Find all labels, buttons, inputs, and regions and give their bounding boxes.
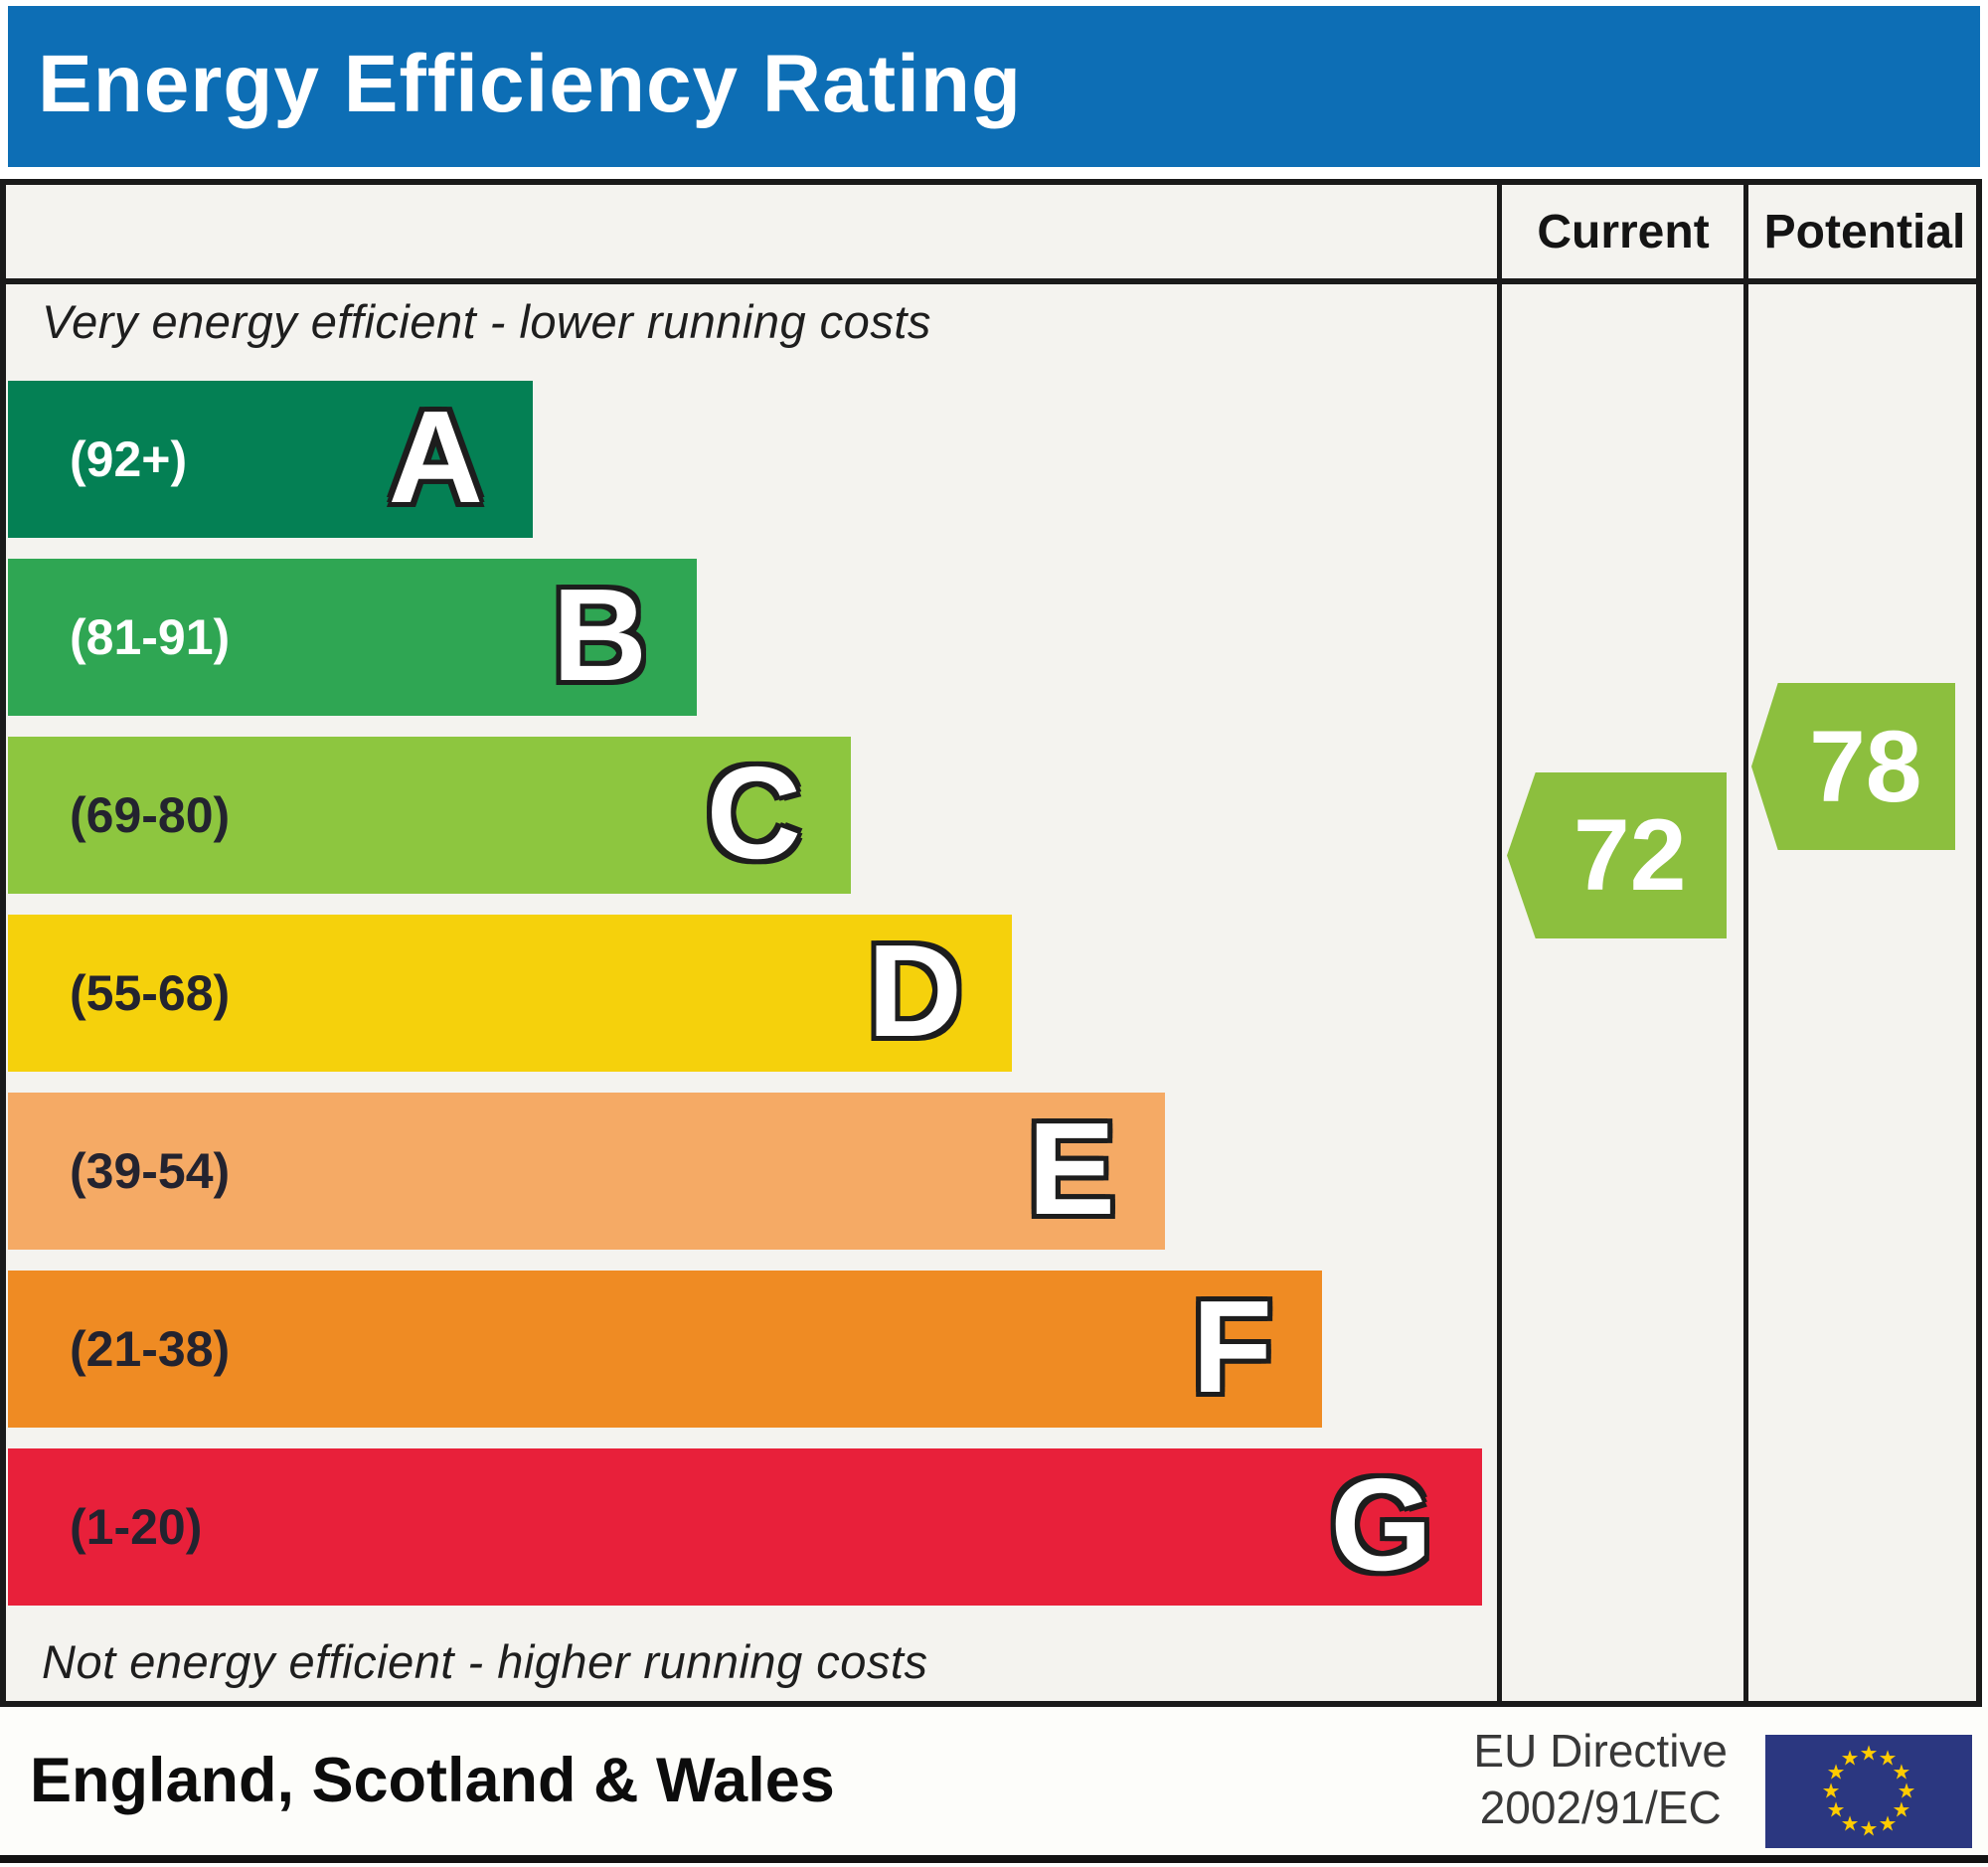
band-range-label: (1-20): [70, 1499, 203, 1555]
band-row-f: (21-38) F: [8, 1271, 1322, 1428]
potential-rating-value: 78: [1809, 709, 1922, 823]
eu-star-icon: ★: [1879, 1748, 1898, 1771]
top-note: Very energy efficient - lower running co…: [42, 295, 931, 348]
band-range-label: (21-38): [70, 1321, 231, 1377]
page-title: Energy Efficiency Rating: [38, 39, 1023, 129]
band-letter: G: [1330, 1451, 1432, 1598]
band-letter: B: [552, 562, 647, 708]
band-row-b: (81-91) B: [8, 559, 697, 716]
header-band: Energy Efficiency Rating: [8, 6, 1980, 167]
current-rating-value: 72: [1574, 798, 1687, 912]
header-row-divider: [6, 278, 1976, 284]
band-range-label: (39-54): [70, 1143, 231, 1199]
eu-directive-line1: EU Directive: [1473, 1725, 1728, 1777]
band-letter: C: [706, 740, 801, 886]
eu-star-icon: ★: [1892, 1799, 1910, 1822]
eu-directive-line2: 2002/91/EC: [1479, 1782, 1722, 1833]
band-letter: F: [1192, 1273, 1272, 1420]
eu-star-icon: ★: [1841, 1748, 1860, 1771]
rating-table: Current Potential Very energy efficient …: [0, 179, 1982, 1707]
eu-star-icon: ★: [1841, 1812, 1860, 1835]
band-range-label: (69-80): [70, 787, 231, 843]
band-range-label: (55-68): [70, 965, 231, 1021]
band-row-a: (92+) A: [8, 381, 533, 538]
eu-directive-label: EU Directive 2002/91/EC: [1473, 1723, 1728, 1836]
eu-flag-icon: ★ ★ ★ ★ ★ ★ ★ ★ ★ ★ ★ ★: [1765, 1735, 1972, 1848]
eu-star-icon: ★: [1827, 1799, 1846, 1822]
band-letter: A: [388, 384, 483, 530]
bottom-border-line: [0, 1855, 1988, 1863]
eu-star-icon: ★: [1892, 1762, 1910, 1784]
eu-star-icon: ★: [1822, 1781, 1841, 1803]
eu-star-icon: ★: [1898, 1781, 1916, 1803]
column-header-current: Current: [1537, 206, 1710, 258]
eu-star-icon: ★: [1879, 1812, 1898, 1835]
band-row-c: (69-80) C: [8, 737, 851, 894]
current-rating-arrow: 72: [1507, 772, 1727, 938]
band-letter: E: [1027, 1096, 1115, 1242]
eu-star-icon: ★: [1860, 1743, 1879, 1766]
band-row-g: (1-20) G: [8, 1448, 1482, 1606]
footer: England, Scotland & Wales EU Directive 2…: [0, 1707, 1988, 1855]
potential-rating-arrow: 78: [1751, 683, 1955, 850]
band-row-e: (39-54) E: [8, 1093, 1165, 1250]
band-letter: D: [867, 918, 962, 1064]
bottom-note: Not energy efficient - higher running co…: [42, 1635, 928, 1688]
band-range-label: (92+): [70, 431, 188, 487]
column-header-potential: Potential: [1763, 206, 1966, 258]
eu-star-icon: ★: [1827, 1762, 1846, 1784]
potential-column-divider: [1743, 185, 1748, 1701]
band-range-label: (81-91): [70, 609, 231, 665]
current-column-divider: [1497, 185, 1502, 1701]
band-row-d: (55-68) D: [8, 915, 1012, 1072]
region-label: England, Scotland & Wales: [30, 1746, 835, 1815]
eu-star-icon: ★: [1860, 1818, 1879, 1841]
